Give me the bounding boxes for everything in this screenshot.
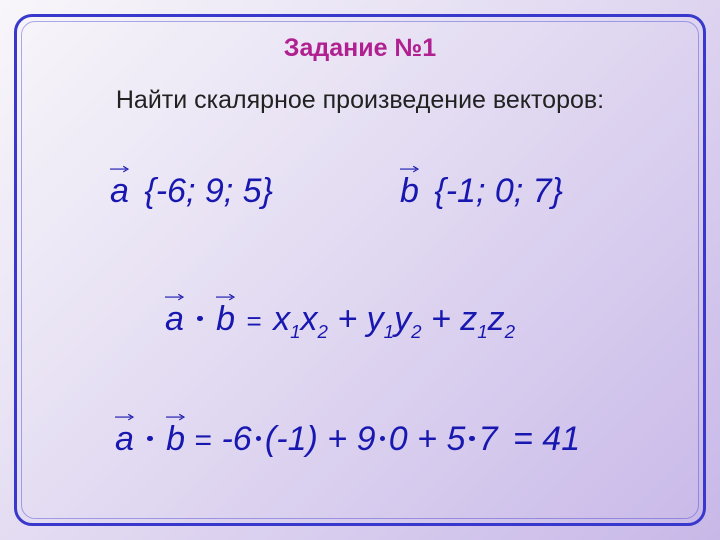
term-z1: z (460, 300, 477, 338)
calc-result: = 41 (513, 420, 580, 458)
vector-b-letter: b (400, 172, 419, 210)
arrow-over-icon (400, 164, 419, 174)
sub-x1: 1 (290, 321, 300, 342)
calc-b-symbol: b (166, 420, 185, 459)
sub-z1: 1 (477, 321, 487, 342)
plus: + (327, 420, 356, 458)
sub-z2: 2 (505, 321, 515, 342)
formula-a-letter: a (165, 300, 184, 338)
calc-a-letter: a (115, 420, 134, 458)
calc-t3b: 7 (479, 420, 498, 458)
formula-b-letter: b (216, 300, 235, 338)
calc-a-symbol: a (115, 420, 134, 459)
dot-icon (256, 436, 261, 441)
sub-y2: 2 (411, 321, 421, 342)
equals: = (194, 424, 212, 457)
sub-y1: 1 (384, 321, 394, 342)
arrow-over-icon (115, 412, 134, 422)
sub-x2: 2 (318, 321, 328, 342)
term-z2: z (488, 300, 505, 338)
arrow-over-icon (165, 292, 184, 302)
equals: = (246, 306, 261, 336)
calc-t2a: 9 (357, 420, 376, 458)
vector-b-coords: {-1; 0; 7} (434, 172, 563, 210)
formula: a b = x1x2 + y1y2 + z1z2 (165, 300, 515, 343)
plus: + (431, 300, 460, 338)
vector-a: a {-6; 9; 5} (110, 172, 273, 211)
formula-a-symbol: a (165, 300, 184, 339)
formula-b-symbol: b (216, 300, 235, 339)
vector-a-coords: {-6; 9; 5} (144, 172, 273, 210)
dot-icon (197, 316, 202, 321)
dot-icon (380, 436, 385, 441)
dot-icon (469, 436, 474, 441)
calculation: a b = -6 (-1) + 90 + 57 = 41 (115, 420, 580, 459)
arrow-over-icon (166, 412, 185, 422)
vector-a-letter: a (110, 172, 129, 210)
calc-t1b: (-1) (265, 420, 318, 458)
calc-t3a: 5 (446, 420, 465, 458)
vector-b: b {-1; 0; 7} (400, 172, 563, 211)
instruction-text: Найти скалярное произведение векторов: (0, 86, 720, 115)
calc-t2b: 0 (389, 420, 408, 458)
term-x1: x (273, 300, 290, 338)
calc-t1a: -6 (221, 420, 251, 458)
calc-b-letter: b (166, 420, 185, 458)
vector-b-symbol: b (400, 172, 419, 211)
dot-icon (147, 436, 152, 441)
arrow-over-icon (216, 292, 235, 302)
term-y1: y (367, 300, 384, 338)
term-x2: x (301, 300, 318, 338)
vector-a-symbol: a (110, 172, 129, 211)
task-title: Задание №1 (0, 34, 720, 63)
plus: + (417, 420, 446, 458)
term-y2: y (394, 300, 411, 338)
arrow-over-icon (110, 164, 129, 174)
plus: + (337, 300, 366, 338)
